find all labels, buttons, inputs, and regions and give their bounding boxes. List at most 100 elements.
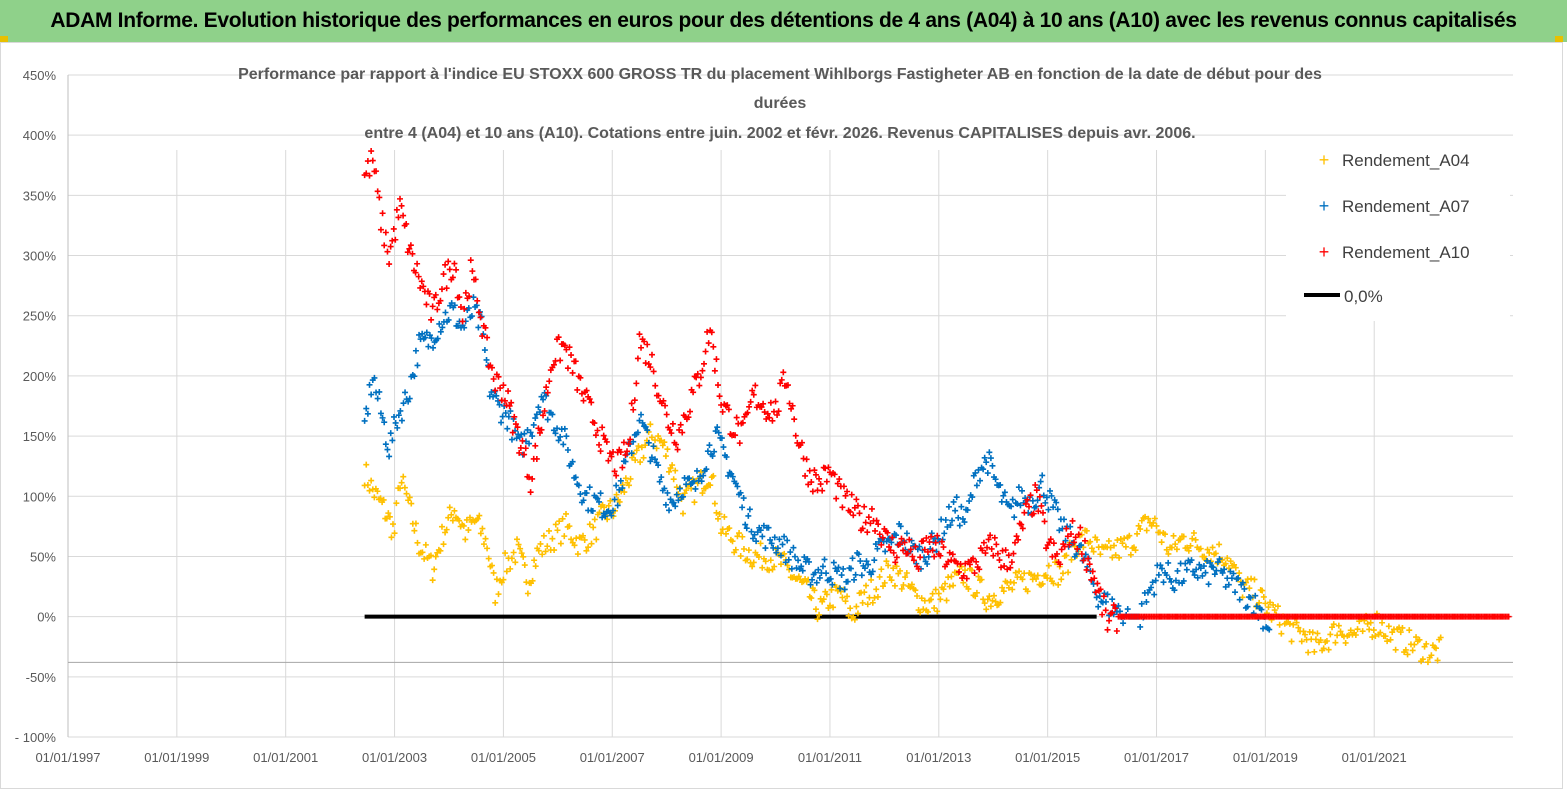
point-rendement-a10	[522, 445, 529, 452]
point-rendement-a04	[1342, 639, 1349, 646]
point-rendement-a04	[1168, 544, 1175, 551]
point-rendement-a04	[1143, 527, 1150, 534]
point-rendement-a07	[555, 437, 562, 444]
point-rendement-a07	[1163, 572, 1170, 579]
point-rendement-a07	[1056, 527, 1063, 534]
point-rendement-a07	[652, 456, 659, 463]
point-rendement-a04	[1119, 540, 1126, 547]
point-rendement-a04	[1142, 513, 1149, 520]
point-rendement-a10	[384, 248, 391, 255]
point-rendement-a07	[1149, 579, 1156, 586]
point-rendement-a04	[1189, 535, 1196, 542]
point-rendement-a07	[673, 491, 680, 498]
point-rendement-a04	[1134, 530, 1141, 537]
point-rendement-a04	[532, 563, 539, 570]
point-rendement-a07	[658, 474, 665, 481]
point-rendement-a07	[740, 495, 747, 502]
point-rendement-a04	[1305, 649, 1312, 656]
point-rendement-a04	[839, 594, 846, 601]
point-rendement-a07	[416, 331, 423, 338]
point-rendement-a04	[902, 574, 909, 581]
point-rendement-a07	[700, 472, 707, 479]
point-rendement-a04	[466, 514, 473, 521]
point-rendement-a07	[389, 437, 396, 444]
point-rendement-a04	[1209, 544, 1216, 551]
point-rendement-a10	[847, 508, 854, 515]
point-rendement-a07	[436, 320, 443, 327]
point-rendement-a07	[1152, 577, 1159, 584]
point-rendement-a04	[759, 564, 766, 571]
x-tick-label: 01/01/2013	[906, 750, 971, 765]
point-rendement-a07	[634, 429, 641, 436]
point-rendement-a04	[1192, 536, 1199, 543]
point-rendement-a07	[840, 565, 847, 572]
point-rendement-a10	[613, 472, 620, 479]
point-rendement-a07	[544, 416, 551, 423]
point-rendement-a04	[1010, 579, 1017, 586]
point-rendement-a10	[412, 269, 419, 276]
point-rendement-a10	[1007, 564, 1014, 571]
point-rendement-a10	[417, 284, 424, 291]
point-rendement-a10	[529, 475, 536, 482]
point-rendement-a04	[571, 542, 578, 549]
point-rendement-a07	[1171, 587, 1178, 594]
point-rendement-a07	[1205, 581, 1212, 588]
point-rendement-a07	[833, 568, 840, 575]
point-rendement-a07	[1040, 492, 1047, 499]
point-rendement-a07	[798, 563, 805, 570]
point-rendement-a04	[1019, 576, 1026, 583]
point-rendement-a04	[446, 504, 453, 511]
corner-marker-right	[1555, 36, 1563, 44]
point-rendement-a07	[1138, 600, 1145, 607]
point-rendement-a10	[1066, 541, 1073, 548]
point-rendement-a07	[1033, 503, 1039, 510]
point-rendement-a10	[442, 261, 449, 268]
point-rendement-a07	[524, 426, 531, 433]
point-rendement-a04	[637, 459, 644, 466]
point-rendement-a04	[474, 515, 481, 522]
point-rendement-a10	[606, 450, 613, 457]
point-rendement-a04	[642, 442, 649, 449]
point-rendement-a10	[456, 294, 463, 301]
point-rendement-a04	[389, 521, 396, 528]
point-rendement-a10	[407, 242, 414, 249]
point-rendement-a07	[1219, 569, 1226, 576]
point-rendement-a04	[1097, 551, 1104, 558]
point-rendement-a07	[650, 443, 657, 450]
point-rendement-a10	[856, 510, 863, 517]
point-rendement-a04	[633, 447, 640, 454]
point-rendement-a10	[878, 541, 885, 548]
point-rendement-a07	[361, 417, 368, 424]
point-rendement-a04	[1270, 601, 1277, 608]
point-rendement-a07	[532, 415, 539, 422]
point-rendement-a04	[811, 587, 818, 594]
point-rendement-a04	[537, 540, 544, 547]
point-rendement-a10	[802, 472, 809, 479]
point-rendement-a04	[991, 592, 998, 599]
point-rendement-a10	[1075, 531, 1082, 538]
point-rendement-a04	[1259, 587, 1266, 594]
point-rendement-a10	[467, 257, 474, 264]
point-rendement-a10	[1015, 536, 1022, 543]
point-rendement-a04	[1116, 554, 1123, 561]
point-rendement-a10	[817, 481, 824, 488]
point-rendement-a10	[792, 432, 799, 439]
x-tick-label: 01/01/2007	[580, 750, 645, 765]
point-rendement-a07	[959, 515, 966, 522]
point-rendement-a10	[1078, 551, 1085, 558]
point-rendement-a07	[630, 438, 637, 445]
point-rendement-a07	[392, 419, 399, 426]
point-rendement-a04	[737, 553, 744, 560]
point-rendement-a07	[498, 419, 505, 426]
point-rendement-a04	[1300, 628, 1307, 635]
point-rendement-a07	[799, 567, 806, 574]
point-rendement-a04	[670, 476, 677, 483]
point-rendement-a10	[859, 525, 866, 532]
point-rendement-a07	[1109, 596, 1116, 603]
point-rendement-a10	[889, 534, 896, 541]
point-rendement-a04	[997, 599, 1004, 606]
point-rendement-a04	[975, 573, 982, 580]
point-rendement-a04	[503, 568, 510, 575]
point-rendement-a10	[980, 539, 987, 546]
point-rendement-a07	[376, 388, 383, 395]
